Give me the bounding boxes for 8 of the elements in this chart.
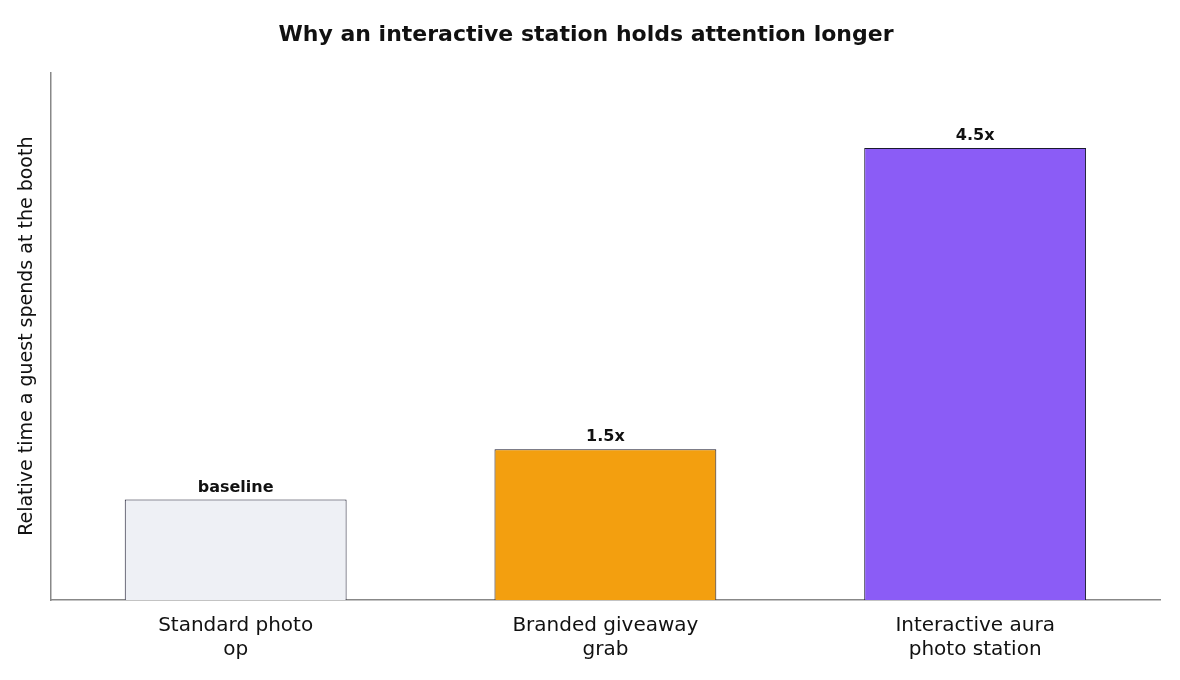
chart-title: Why an interactive station holds attention longer xyxy=(278,20,894,46)
x-tick-label: Standard photo op xyxy=(158,612,314,661)
y-axis-title: Relative time a guest spends at the booth xyxy=(14,136,37,536)
x-tick-label: Interactive aura photo station xyxy=(895,612,1055,661)
data-label: 1.5x xyxy=(586,426,626,446)
x-tick-label: Branded giveaway grab xyxy=(512,612,699,661)
data-label: 4.5x xyxy=(955,125,996,145)
data-label: baseline xyxy=(197,476,274,496)
